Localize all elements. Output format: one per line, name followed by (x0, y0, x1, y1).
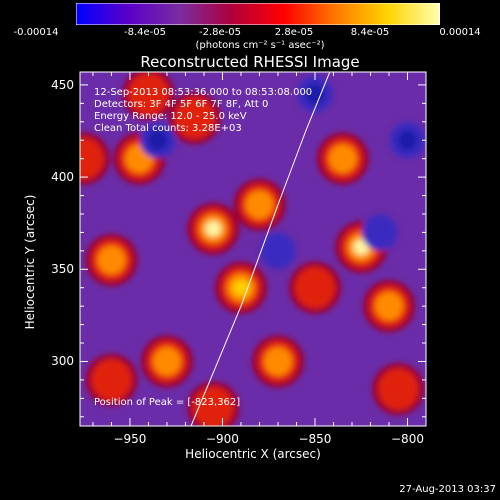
negative-blob (267, 240, 288, 262)
generation-date: 27-Aug-2013 03:37 (399, 484, 496, 495)
emission-blob (174, 97, 215, 139)
negative-blob (304, 83, 325, 105)
emission-blob (294, 266, 335, 309)
colorbar (76, 3, 440, 25)
y-axis-label: Heliocentric Y (arcsec) (23, 194, 37, 330)
x-tick-label: −900 (205, 432, 239, 446)
x-tick-label: −850 (298, 432, 332, 446)
colorbar-tick-label: 2.8e-05 (274, 27, 314, 38)
colorbar-tick-label: 8.4e-05 (350, 27, 390, 38)
negative-blob (147, 129, 168, 151)
y-tick-label: 300 (51, 354, 74, 369)
chart-title: Reconstructed RHESSI Image (140, 53, 360, 71)
emission-blob (80, 137, 104, 180)
colorbar-tick-label: -0.00014 (13, 27, 59, 38)
emission-blob (263, 347, 292, 376)
colorbar-gradient (76, 3, 440, 25)
y-tick-label: 400 (51, 170, 74, 185)
emission-blob (378, 368, 419, 410)
heatmap-blobs (80, 72, 426, 426)
emission-blob (353, 239, 370, 255)
emission-blob (97, 245, 126, 275)
emission-blob (328, 144, 357, 173)
info-detectors: Detectors: 3F 4F 5F 6F 7F 8F, Att 0 (94, 99, 269, 110)
emission-blob (91, 359, 132, 401)
colorbar-tick-label: -8.4e-05 (124, 27, 166, 38)
colorbar-tick-label: 0.00014 (439, 27, 481, 38)
emission-blob (245, 190, 274, 220)
negative-blob (369, 222, 390, 243)
axis-ticks (80, 72, 427, 426)
peak-position-label: Position of Peak = [-823,362] (94, 397, 241, 408)
x-tick-label: −950 (113, 432, 147, 446)
x-axis-label: Heliocentric X (arcsec) (185, 447, 321, 461)
solar-limb-line (190, 72, 331, 426)
y-tick-label: 450 (51, 77, 74, 92)
emission-blob (232, 279, 249, 296)
plot-frame (79, 71, 427, 427)
y-tick-label: 350 (51, 262, 74, 277)
emission-blob (152, 347, 181, 376)
info-energy-range: Energy Range: 12.0 - 25.0 keV (94, 111, 247, 122)
info-clean-counts: Clean Total counts: 3.28E+03 (94, 123, 242, 134)
negative-blob (397, 129, 418, 151)
colorbar-tick-label: -2.8e-05 (199, 27, 241, 38)
info-time-range: 12-Sep-2013 08:53:36.000 to 08:53:08.000 (94, 87, 313, 98)
emission-blob (128, 73, 169, 115)
x-tick-label: −800 (391, 432, 424, 446)
emission-blob (205, 220, 222, 237)
emission-blob (374, 291, 403, 321)
colorbar-unit: (photons cm⁻² s⁻¹ asec⁻²) (195, 40, 325, 51)
